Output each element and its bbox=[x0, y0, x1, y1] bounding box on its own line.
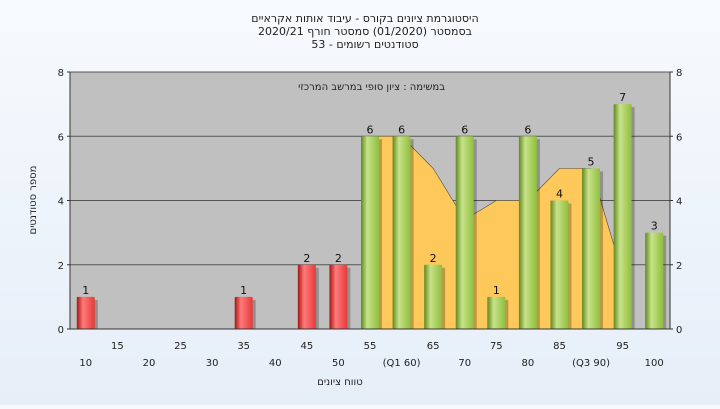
data-label: 3 bbox=[651, 220, 658, 233]
y-tick-label-left: 2 bbox=[58, 261, 64, 272]
bar-80 bbox=[518, 136, 537, 329]
bar-95 bbox=[613, 104, 632, 329]
data-label: 6 bbox=[524, 123, 531, 136]
x-tick-label: 25 bbox=[174, 341, 187, 352]
bar-70 bbox=[455, 136, 474, 329]
bar-45 bbox=[297, 264, 316, 329]
chart-title-line-3: סטודנטים רשומים - 53 bbox=[311, 38, 418, 51]
x-tick-label: 85 bbox=[553, 341, 566, 352]
data-label: 6 bbox=[398, 123, 405, 136]
x-tick-label: 15 bbox=[111, 341, 124, 352]
x-tick-label: 30 bbox=[206, 358, 219, 369]
y-tick-label-left: 8 bbox=[58, 68, 64, 79]
chart-annotation: במשימה : ציון סופי במרשב המרכזי bbox=[298, 82, 445, 93]
bar-35 bbox=[234, 296, 253, 329]
bar-55 bbox=[361, 136, 379, 329]
y-tick-label-left: 4 bbox=[58, 197, 64, 208]
data-label: 6 bbox=[461, 123, 468, 136]
data-label: 4 bbox=[556, 188, 563, 201]
bar-(Q3 90) bbox=[582, 168, 601, 329]
data-label: 2 bbox=[430, 252, 437, 265]
y-tick-label-right: 6 bbox=[676, 132, 682, 143]
bar-65 bbox=[424, 264, 443, 329]
x-tick-label: 95 bbox=[616, 341, 629, 352]
x-axis-label: טווח ציונים bbox=[317, 377, 362, 388]
x-tick-label: 70 bbox=[458, 358, 471, 369]
y-axis-label: מספר סטודנטים bbox=[28, 166, 39, 235]
chart-title-line-2: בסמסטר (01/2020) סמסטר חורף 2020/21 bbox=[258, 25, 472, 38]
x-tick-label: 75 bbox=[490, 341, 503, 352]
bar-10 bbox=[76, 296, 95, 329]
data-label: 5 bbox=[588, 155, 595, 168]
data-label: 6 bbox=[367, 123, 374, 136]
x-tick-label: 55 bbox=[364, 341, 377, 352]
data-label: 2 bbox=[335, 252, 342, 265]
x-tick-label: 40 bbox=[269, 358, 282, 369]
x-tick-label: 80 bbox=[522, 358, 535, 369]
data-label: 1 bbox=[82, 284, 89, 297]
bar-100 bbox=[645, 232, 664, 329]
x-tick-label: 100 bbox=[645, 358, 664, 369]
x-tick-label: 65 bbox=[427, 341, 440, 352]
y-tick-label-right: 4 bbox=[676, 197, 682, 208]
data-label: 1 bbox=[493, 284, 500, 297]
x-tick-label: 10 bbox=[79, 358, 92, 369]
data-label: 1 bbox=[240, 284, 247, 297]
y-tick-label-right: 8 bbox=[676, 68, 682, 79]
y-tick-label-right: 0 bbox=[676, 325, 682, 336]
chart-title: היסטוגרמת ציונים בקורס - עיבוד אותות אקר… bbox=[251, 12, 478, 51]
y-tick-label-left: 6 bbox=[58, 132, 64, 143]
bars-group bbox=[76, 104, 667, 329]
bar-85 bbox=[550, 200, 569, 329]
chart-title-line-1: היסטוגרמת ציונים בקורס - עיבוד אותות אקר… bbox=[251, 12, 478, 25]
bar-50 bbox=[329, 264, 348, 329]
bar-75 bbox=[487, 296, 506, 329]
x-tick-label: (Q1 60) bbox=[383, 358, 421, 369]
data-label: 2 bbox=[303, 252, 310, 265]
x-tick-label: (Q3 90) bbox=[572, 358, 610, 369]
bar-(Q1 60) bbox=[392, 136, 411, 329]
x-tick-label: 20 bbox=[143, 358, 156, 369]
data-label: 7 bbox=[619, 91, 626, 104]
y-tick-label-left: 0 bbox=[58, 325, 64, 336]
data-labels: 1 1 2 2 6 6 2 6 1 6 4 5 7 3 bbox=[82, 91, 657, 297]
x-tick-label: 35 bbox=[237, 341, 250, 352]
x-tick-label: 45 bbox=[300, 341, 313, 352]
x-tick-label: 50 bbox=[332, 358, 345, 369]
y-tick-label-right: 2 bbox=[676, 261, 682, 272]
